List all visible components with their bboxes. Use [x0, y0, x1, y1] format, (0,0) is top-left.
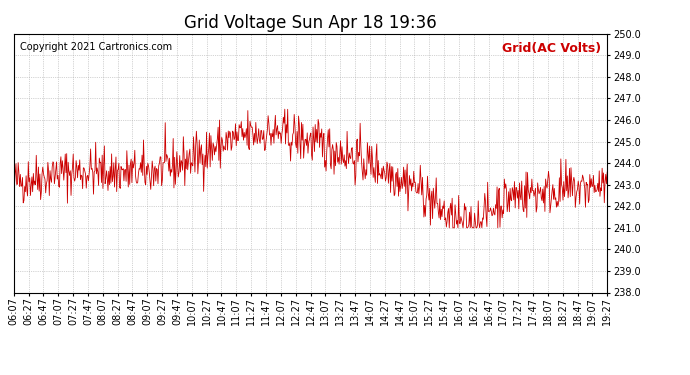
Grid(AC Volts)	[603, 170, 611, 174]
Line: Grid(AC Volts): Grid(AC Volts)	[14, 109, 607, 228]
Grid(AC Volts)	[281, 107, 289, 111]
Grid(AC Volts)	[264, 114, 273, 118]
Title: Grid Voltage Sun Apr 18 19:36: Grid Voltage Sun Apr 18 19:36	[184, 14, 437, 32]
Text: Grid(AC Volts): Grid(AC Volts)	[502, 42, 601, 54]
Grid(AC Volts)	[10, 174, 18, 178]
Grid(AC Volts)	[397, 183, 405, 188]
Grid(AC Volts)	[151, 164, 159, 168]
Grid(AC Volts)	[375, 173, 383, 177]
Grid(AC Volts)	[100, 144, 108, 148]
Text: Copyright 2021 Cartronics.com: Copyright 2021 Cartronics.com	[20, 42, 172, 51]
Grid(AC Volts)	[445, 226, 453, 230]
Grid(AC Volts)	[170, 155, 179, 160]
